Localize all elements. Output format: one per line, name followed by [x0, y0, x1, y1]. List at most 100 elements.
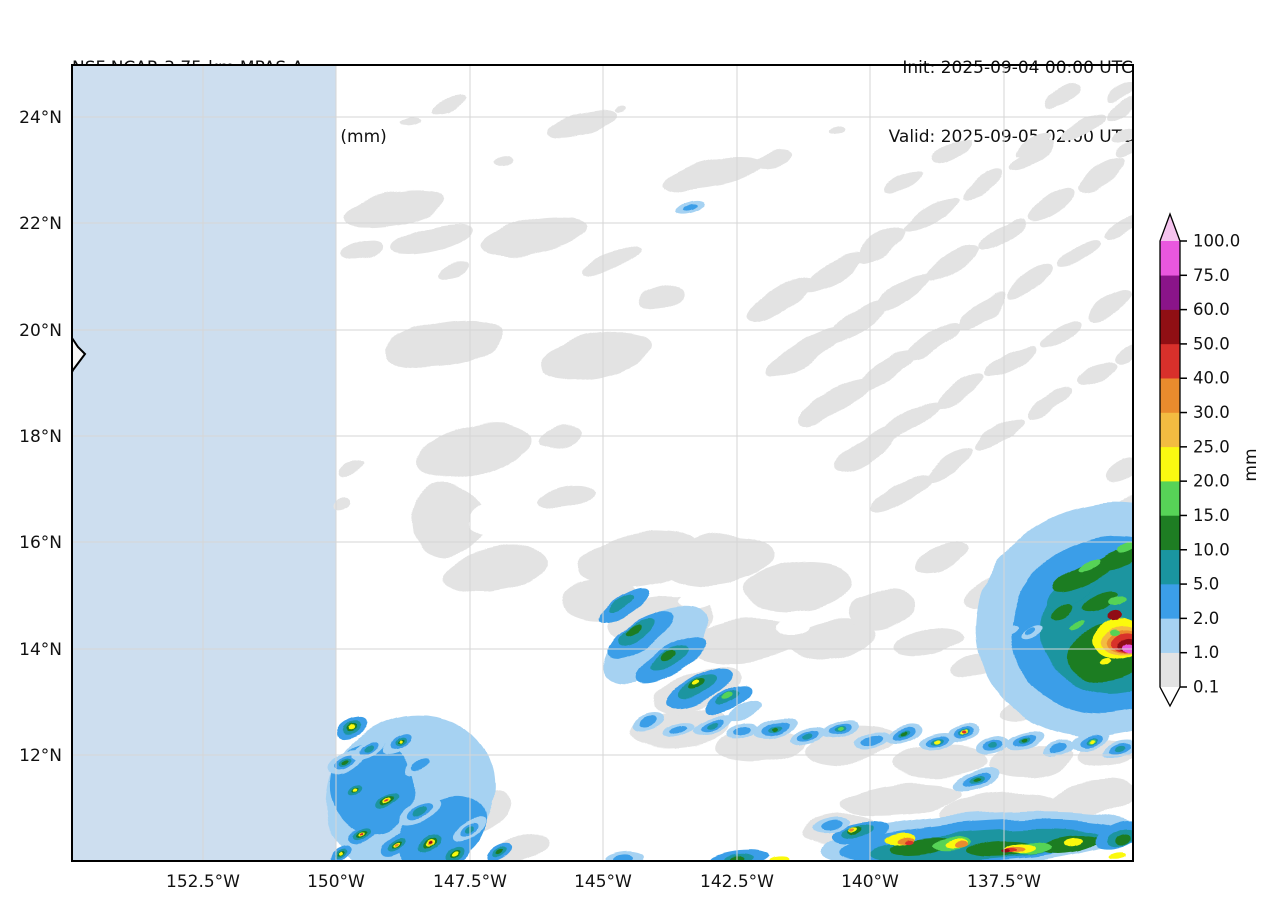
precip-feature: [1096, 547, 1133, 573]
precip-feature: [360, 833, 364, 837]
y-tick-label: 18°N: [19, 427, 62, 447]
precip-feature: [349, 725, 355, 731]
colorbar-under-arrow: [1160, 687, 1180, 706]
precip-feature: [911, 544, 969, 576]
precip-feature: [609, 594, 635, 612]
precip-feature: [411, 422, 533, 482]
precip-feature: [884, 171, 920, 195]
precip-feature: [1068, 621, 1084, 631]
precip-feature: [706, 722, 718, 730]
precip-feature: [1089, 290, 1129, 318]
precip-feature: [1081, 591, 1119, 613]
precip-feature: [1106, 609, 1122, 621]
precip-feature: [905, 323, 959, 361]
colorbar-tick-label: 2.0: [1193, 609, 1219, 628]
precip-feature: [338, 460, 366, 476]
colorbar-segment: [1160, 480, 1180, 516]
colorbar-tick-label: 5.0: [1193, 575, 1219, 594]
x-tick-label: 145°W: [574, 872, 632, 892]
precip-feature: [1047, 83, 1083, 107]
precip-feature: [547, 110, 613, 138]
y-tick-label: 20°N: [19, 321, 62, 341]
precip-feature: [352, 788, 358, 792]
y-tick-label: 14°N: [19, 640, 62, 660]
precip-feature: [1058, 239, 1102, 269]
precip-feature: [1105, 80, 1133, 100]
precip-feature: [728, 854, 744, 861]
precip-feature: [803, 733, 813, 741]
precip-feature: [1105, 211, 1133, 239]
coastline-layer: [72, 336, 87, 373]
gridlines: [72, 65, 1133, 861]
precip-feature: [837, 727, 843, 733]
precip-feature: [690, 617, 800, 663]
map-frame: [71, 64, 1134, 862]
x-tick-label: 142.5°W: [700, 872, 774, 892]
precip-feature: [1065, 838, 1085, 848]
colorbar-over-arrow: [1160, 214, 1180, 241]
precip-feature: [745, 560, 855, 610]
precip-feature: [936, 374, 988, 410]
colorbar-segment: [1160, 412, 1180, 448]
precip-feature: [726, 700, 764, 724]
precip-feature: [823, 300, 887, 344]
precip-feature: [1100, 657, 1112, 665]
precip-feature: [752, 151, 792, 169]
precip-feature: [1022, 737, 1028, 743]
colorbar-segment: [1160, 240, 1180, 276]
map-border: [71, 64, 1134, 862]
x-tick-label: 150°W: [307, 872, 365, 892]
x-axis-labels: 152.5°W 150°W 147.5°W 145°W 142.5°W 140°W 137.…: [166, 872, 1041, 892]
convective-cells-layer: [325, 200, 1133, 861]
precip-feature: [386, 798, 390, 802]
colorbar-tick-label: 0.1: [1193, 678, 1219, 697]
precip-feature: [624, 623, 642, 637]
precip-feature: [955, 294, 1007, 330]
init-time: Init: 2025-09-04 00:00 UTC: [902, 58, 1133, 78]
precip-feature: [800, 378, 870, 426]
precip-feature: [1077, 359, 1117, 387]
precip-feature: [391, 221, 473, 253]
precip-feature: [971, 777, 979, 783]
precip-feature: [582, 249, 642, 275]
precip-feature: [1110, 629, 1120, 635]
precip-feature: [332, 494, 352, 506]
precip-feature: [1060, 112, 1104, 142]
colorbar-tick-label: 20.0: [1193, 472, 1230, 491]
precip-feature: [845, 591, 915, 629]
y-tick-label: 24°N: [19, 108, 62, 128]
precip-feature: [926, 244, 978, 282]
precip-feature: [832, 429, 898, 475]
colorbar-segment: [1160, 583, 1180, 619]
precip-feature: [496, 849, 504, 855]
colorbar-tick-label: 50.0: [1193, 334, 1230, 353]
colorbar-tick-label: 15.0: [1193, 506, 1230, 525]
y-axis-labels: 24°N 22°N 20°N 18°N 16°N 14°N 12°N: [19, 108, 62, 766]
colorbar-segment: [1160, 515, 1180, 551]
precip-feature: [437, 261, 473, 279]
precip-feature: [602, 607, 708, 683]
precip-feature: [537, 484, 593, 512]
precip-feature: [345, 190, 445, 226]
precip-feature: [861, 734, 883, 746]
precip-feature: [665, 535, 775, 585]
precip-feature: [901, 732, 909, 738]
precip-feature: [772, 725, 778, 731]
colorbar-tick-label: 1.0: [1193, 643, 1219, 662]
precip-feature: [680, 585, 720, 611]
colorbar-tick-label: 60.0: [1193, 300, 1230, 319]
precip-feature: [445, 546, 549, 594]
precip-feature: [495, 157, 515, 169]
precip-feature: [1049, 743, 1067, 753]
x-tick-label: 137.5°W: [967, 872, 1041, 892]
no-data-mask-layer: [72, 65, 336, 861]
precip-feature: [669, 725, 687, 735]
precip-feature: [492, 832, 548, 861]
precip-feature: [466, 502, 518, 538]
precip-feature: [998, 624, 1018, 636]
precip-feature: [928, 136, 972, 164]
precip-feature: [719, 693, 731, 701]
precip-feature: [830, 127, 846, 137]
precip-feature: [987, 741, 997, 749]
precip-feature: [538, 426, 582, 450]
